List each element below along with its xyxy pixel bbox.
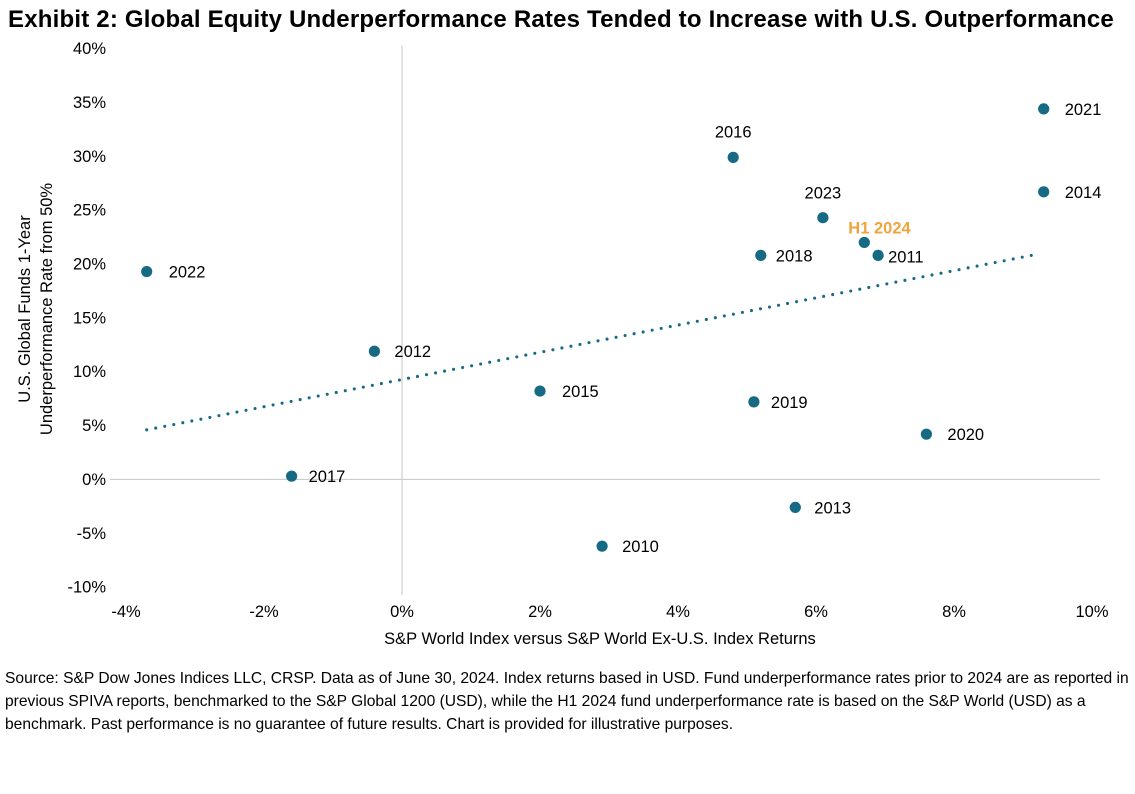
data-point-label-2021: 2021	[1065, 101, 1102, 119]
x-tick-label: -2%	[249, 603, 279, 621]
data-point-label-2020: 2020	[947, 426, 984, 444]
data-point-label-2023: 2023	[805, 185, 842, 203]
x-tick-label: 4%	[666, 603, 690, 621]
data-point-label-2016: 2016	[715, 123, 752, 141]
y-axis-title-line: Underperformance Rate from 50%	[38, 183, 56, 436]
chart-title: Exhibit 2: Global Equity Underperformanc…	[8, 6, 1114, 33]
data-point-label-2012: 2012	[394, 343, 431, 361]
data-point-label-2019: 2019	[771, 394, 808, 412]
y-tick-label: -10%	[67, 579, 106, 597]
data-point-2017	[286, 470, 298, 482]
y-tick-label: 40%	[73, 40, 106, 58]
y-tick-label: 35%	[73, 94, 106, 112]
data-point-label-2017: 2017	[309, 468, 346, 486]
data-point-label-2018: 2018	[776, 247, 813, 265]
y-tick-label: 5%	[82, 417, 106, 435]
data-point-h1-2024	[858, 236, 870, 249]
y-tick-label: 30%	[73, 148, 106, 166]
data-point-2022	[141, 265, 153, 278]
data-point-label-2014: 2014	[1065, 184, 1102, 202]
scatter-chart: 40% 35% 30% 25% 20% 15% 10% 5% 0% -5% -10% -4% -2% 0%…	[16, 40, 1109, 648]
y-tick-label: -5%	[77, 525, 107, 543]
data-point-2011	[872, 249, 884, 261]
data-point-label-2011: 2011	[888, 248, 923, 266]
y-tick-label: 10%	[73, 363, 106, 381]
data-point-label-2015: 2015	[562, 383, 599, 401]
data-point-2023	[817, 212, 829, 224]
data-point-label-2013: 2013	[814, 499, 851, 517]
data-point-2013	[789, 501, 801, 514]
trend-line	[145, 252, 1039, 432]
y-tick-label: 20%	[73, 256, 106, 274]
x-tick-label: -4%	[111, 603, 141, 621]
data-point-2018	[755, 249, 767, 261]
data-point-2015	[534, 385, 546, 397]
data-point-label-2022: 2022	[169, 264, 206, 282]
data-point-2010	[596, 540, 608, 552]
source-note: Source: S&P Dow Jones Indices LLC, CRSP.…	[5, 670, 1129, 733]
data-point-label-2010: 2010	[622, 538, 659, 556]
y-tick-label: 0%	[82, 471, 106, 489]
x-tick-label: 2%	[528, 603, 552, 621]
x-tick-label: 8%	[942, 603, 966, 621]
y-tick-label: 15%	[73, 309, 106, 327]
x-tick-label: 6%	[804, 603, 828, 621]
data-point-2019	[748, 396, 760, 408]
data-point-2012	[368, 345, 380, 357]
x-axis-title: S&P World Index versus S&P World Ex-U.S.…	[384, 630, 816, 648]
data-point-2014	[1038, 186, 1050, 198]
data-point-label-h1-2024: H1 2024	[848, 219, 911, 237]
x-tick-label: 0%	[390, 603, 414, 621]
data-point-2016	[727, 151, 739, 163]
y-axis-title-line: U.S. Global Funds 1-Year	[16, 215, 34, 403]
data-point-2021	[1038, 103, 1050, 115]
x-tick-label: 10%	[1075, 603, 1108, 621]
data-point-2020	[920, 428, 933, 440]
y-tick-label: 25%	[73, 202, 106, 220]
